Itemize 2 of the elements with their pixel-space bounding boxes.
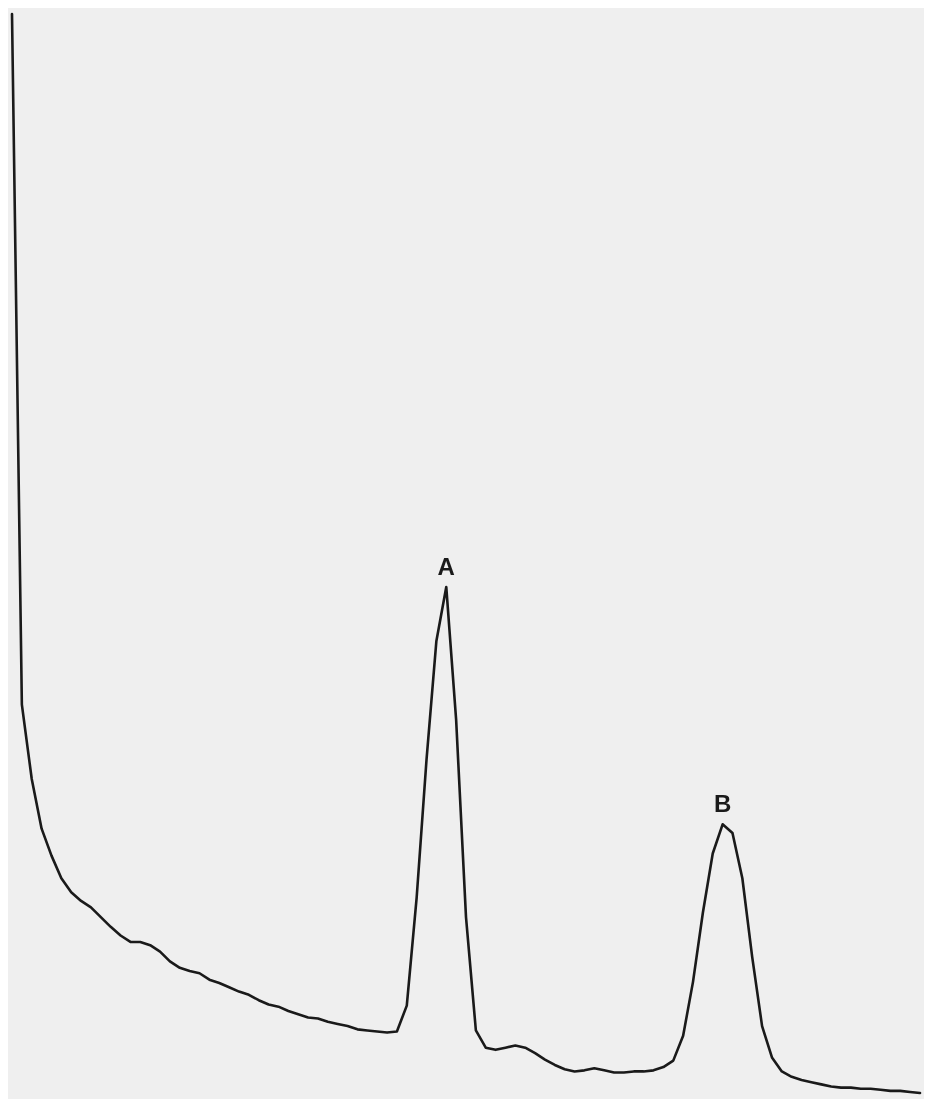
annotation: B: [713, 790, 732, 818]
annotation: A: [437, 552, 455, 580]
